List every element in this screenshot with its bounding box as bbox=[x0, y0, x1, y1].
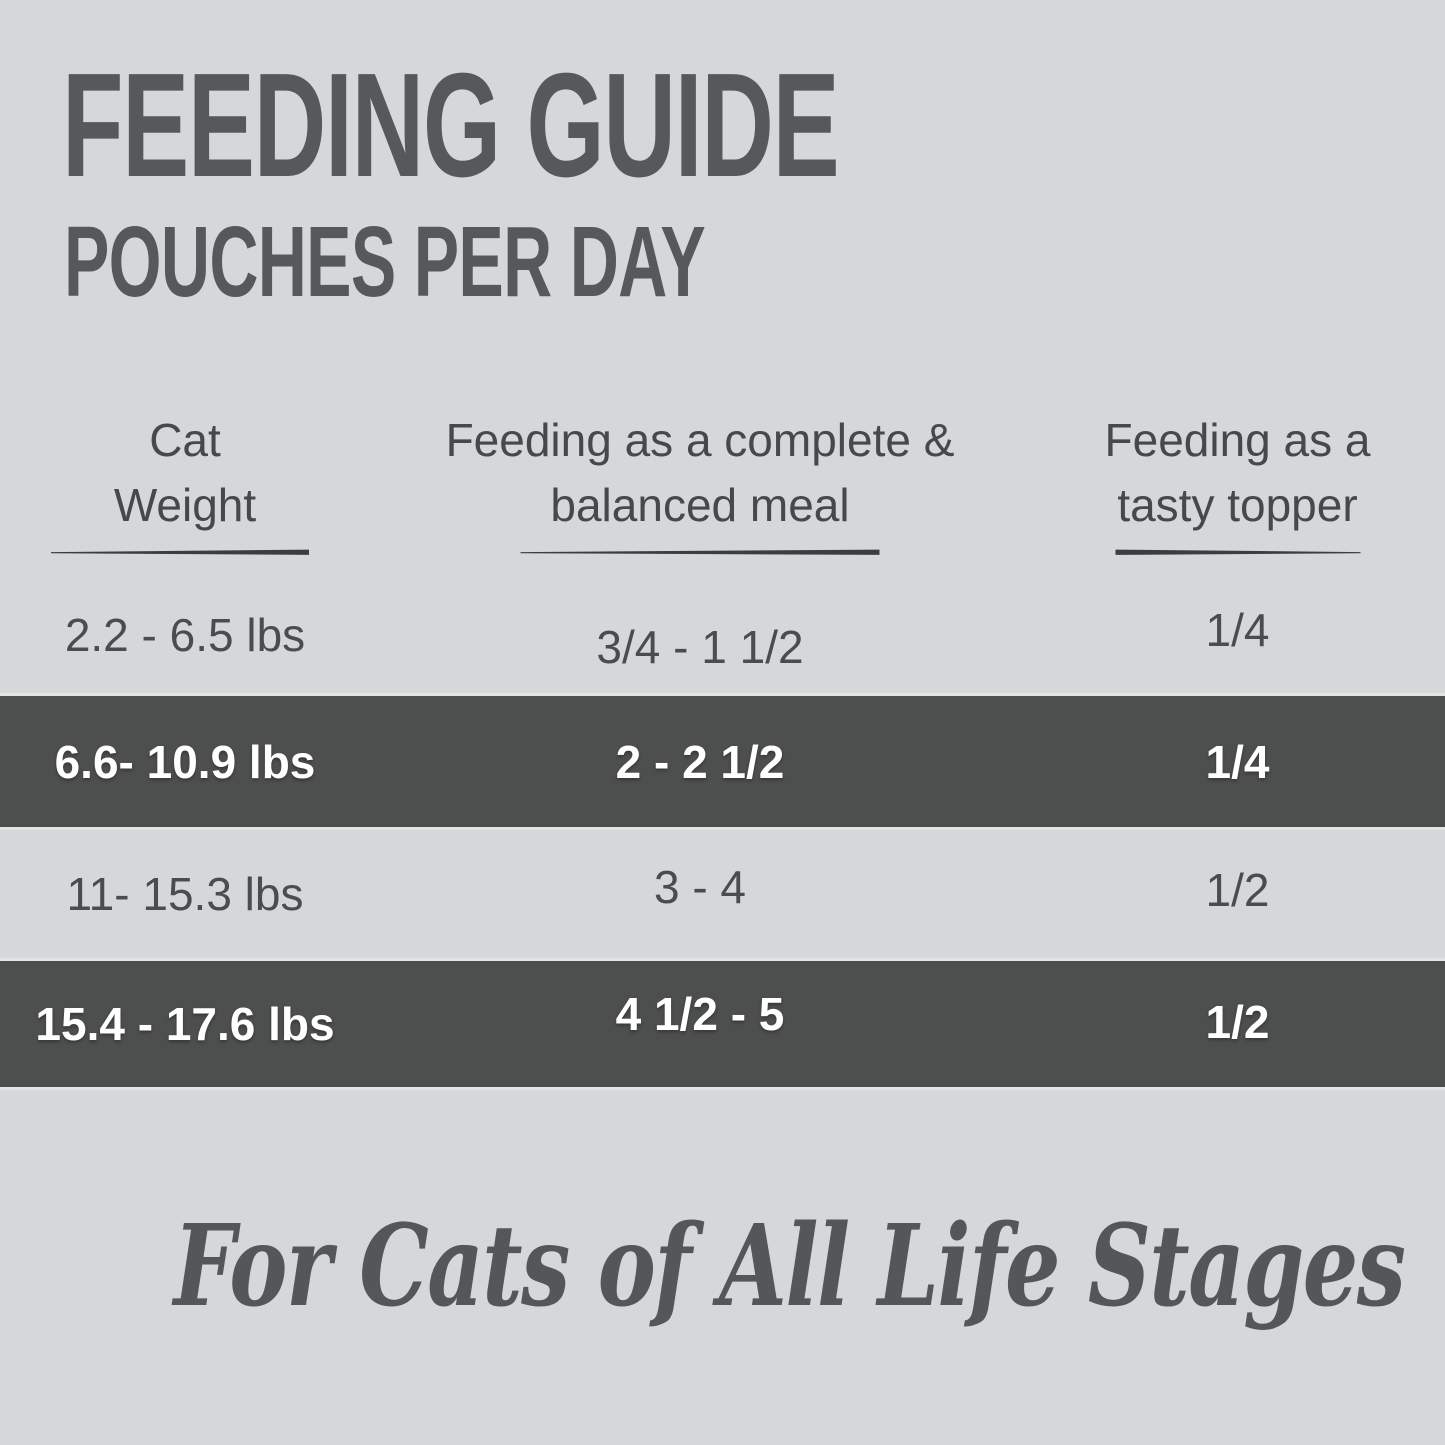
column-header-line: Feeding as a bbox=[1104, 414, 1371, 466]
table-row: 2.2 - 6.5 lbs 3/4 - 1 1/2 1/4 bbox=[0, 577, 1445, 693]
column-header-cat-weight: Cat Weight bbox=[0, 408, 370, 568]
table-row-highlighted: 15.4 - 17.6 lbs 4 1/2 - 5 1/2 bbox=[0, 958, 1445, 1090]
table-row: 11- 15.3 lbs 3 - 4 1/2 bbox=[0, 830, 1445, 958]
cell-tasty-topper: 1/4 bbox=[1205, 735, 1270, 788]
column-header-line: Cat bbox=[149, 414, 221, 466]
page-title: FEEDING GUIDE bbox=[62, 52, 1204, 200]
page-subtitle: POUCHES PER DAY bbox=[64, 212, 1007, 312]
cell-complete-meal: 2 - 2 1/2 bbox=[615, 735, 785, 788]
cell-cat-weight: 15.4 - 17.6 lbs bbox=[35, 998, 335, 1050]
cell-complete-meal: 4 1/2 - 5 bbox=[615, 988, 785, 1040]
tagline-text: For Cats of All Life Stages bbox=[173, 1201, 1406, 1332]
table-header-row: Cat Weight Feeding as a complete & balan… bbox=[0, 408, 1445, 568]
cell-cat-weight: 6.6- 10.9 lbs bbox=[54, 735, 316, 788]
column-header-line: tasty topper bbox=[1117, 479, 1358, 531]
column-header-line: Weight bbox=[113, 479, 257, 531]
header-underline-stroke bbox=[51, 549, 309, 555]
cell-tasty-topper: 1/4 bbox=[1205, 604, 1270, 656]
column-header-tasty-topper: Feeding as a tasty topper bbox=[1030, 408, 1445, 568]
header-underline-stroke bbox=[1115, 549, 1360, 555]
cell-tasty-topper: 1/2 bbox=[1205, 996, 1270, 1048]
column-header-line: Feeding as a complete & bbox=[445, 414, 955, 466]
page-subtitle-text: POUCHES PER DAY bbox=[64, 206, 706, 318]
cell-tasty-topper: 1/2 bbox=[1205, 864, 1270, 916]
cell-cat-weight: 2.2 - 6.5 lbs bbox=[64, 609, 306, 661]
column-header-complete-meal: Feeding as a complete & balanced meal bbox=[370, 408, 1030, 568]
page-title-text: FEEDING GUIDE bbox=[62, 43, 840, 208]
cell-complete-meal: 3/4 - 1 1/2 bbox=[596, 621, 804, 673]
tagline: For Cats of All Life Stages bbox=[0, 1200, 1445, 1334]
cell-cat-weight: 11- 15.3 lbs bbox=[66, 868, 304, 920]
table-row-highlighted: 6.6- 10.9 lbs 2 - 2 1/2 1/4 bbox=[0, 693, 1445, 830]
header-underline-stroke bbox=[520, 549, 880, 555]
cell-complete-meal: 3 - 4 bbox=[653, 861, 747, 913]
column-header-line: balanced meal bbox=[550, 479, 850, 531]
